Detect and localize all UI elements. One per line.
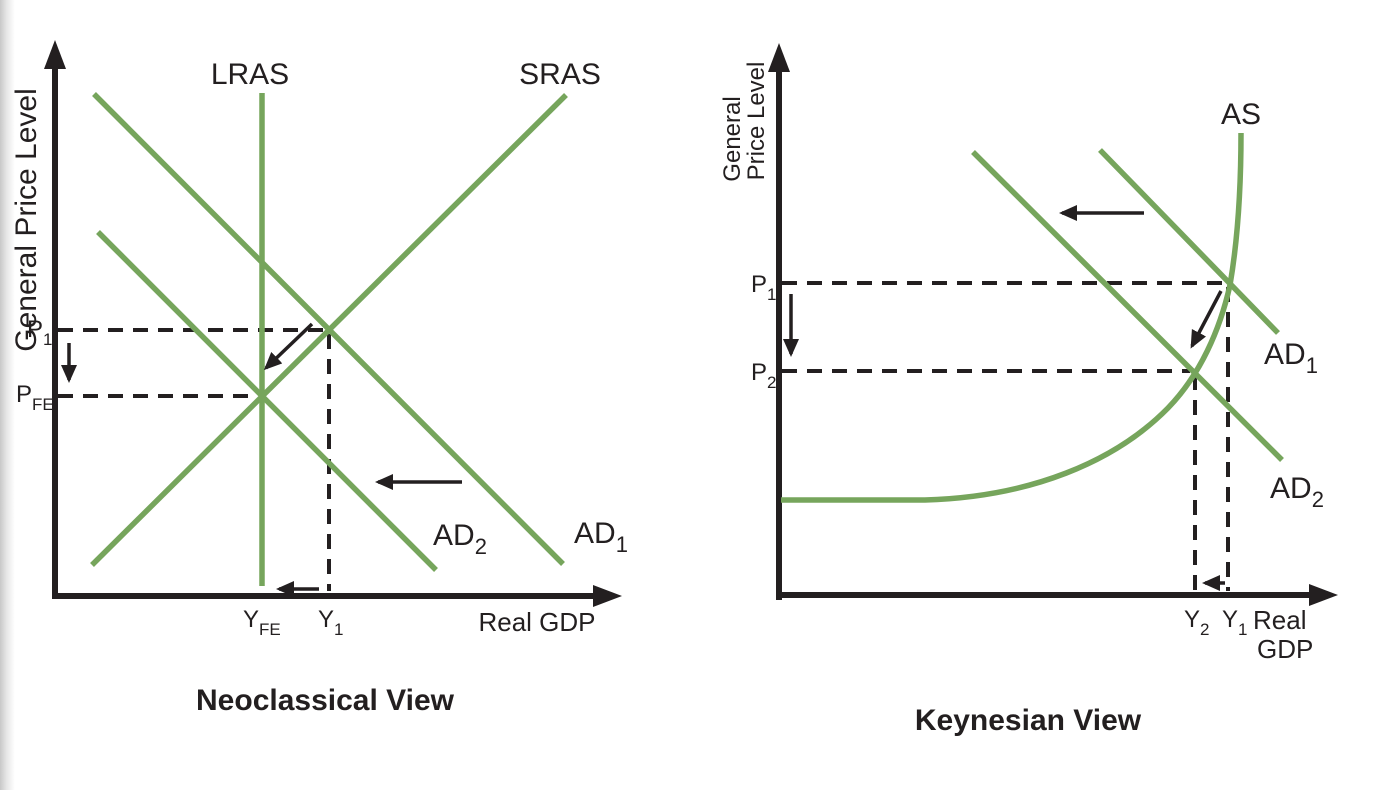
as-curve bbox=[781, 132, 1244, 503]
p1-tick-label: P1 bbox=[27, 316, 52, 349]
pfe-tick-label: PFE bbox=[16, 381, 54, 414]
lras-label: LRAS bbox=[211, 58, 289, 91]
y-axis-title: General Price Level bbox=[10, 88, 43, 351]
y1-tick-label: Y1 bbox=[1222, 606, 1247, 639]
ad1-curve bbox=[92, 92, 565, 566]
ad1-label: AD1 bbox=[1264, 338, 1318, 378]
y-axis-arrowhead-icon bbox=[768, 43, 790, 72]
ad1-label: AD1 bbox=[574, 517, 628, 557]
keynesian-diagram: AS AD1 AD2 P1 P2 Y2 Y1 General Price Lev… bbox=[719, 43, 1338, 737]
equilibrium-shift-arrow-icon bbox=[1190, 290, 1223, 349]
x-axis-arrowhead-icon bbox=[1309, 584, 1338, 606]
as-label: AS bbox=[1221, 98, 1261, 131]
x-axis-title: Real GDP bbox=[478, 607, 595, 637]
x-axis-title-line1: Real bbox=[1253, 605, 1306, 635]
ad1-curve bbox=[1098, 148, 1280, 335]
p2-tick-label: P2 bbox=[751, 359, 776, 392]
yfe-tick-label: YFE bbox=[243, 606, 281, 639]
neoclassical-title: Neoclassical View bbox=[196, 684, 455, 717]
x-axis-title-line2: GDP bbox=[1257, 634, 1313, 664]
ad2-curve bbox=[971, 150, 1284, 462]
y-axis-arrowhead-icon bbox=[44, 40, 66, 69]
neoclassical-diagram: LRAS SRAS AD2 AD1 P1 PFE YFE Y1 General … bbox=[10, 40, 628, 717]
equilibrium-shift-arrow-icon bbox=[263, 322, 314, 371]
page-edge-shadow bbox=[0, 0, 15, 790]
ad2-label: AD2 bbox=[433, 519, 487, 559]
y-axis-title-line2: Price Level bbox=[743, 62, 770, 181]
y1-tick-label: Y1 bbox=[318, 606, 343, 639]
y2-tick-label: Y2 bbox=[1184, 606, 1209, 639]
keynesian-title: Keynesian View bbox=[915, 704, 1142, 737]
p1-tick-label: P1 bbox=[751, 271, 776, 304]
ad2-label: AD2 bbox=[1270, 472, 1324, 512]
x-axis-arrowhead-icon bbox=[593, 585, 622, 607]
sras-label: SRAS bbox=[519, 58, 601, 91]
y-axis-title-line1: General bbox=[719, 96, 746, 181]
ad2-curve bbox=[96, 230, 438, 572]
